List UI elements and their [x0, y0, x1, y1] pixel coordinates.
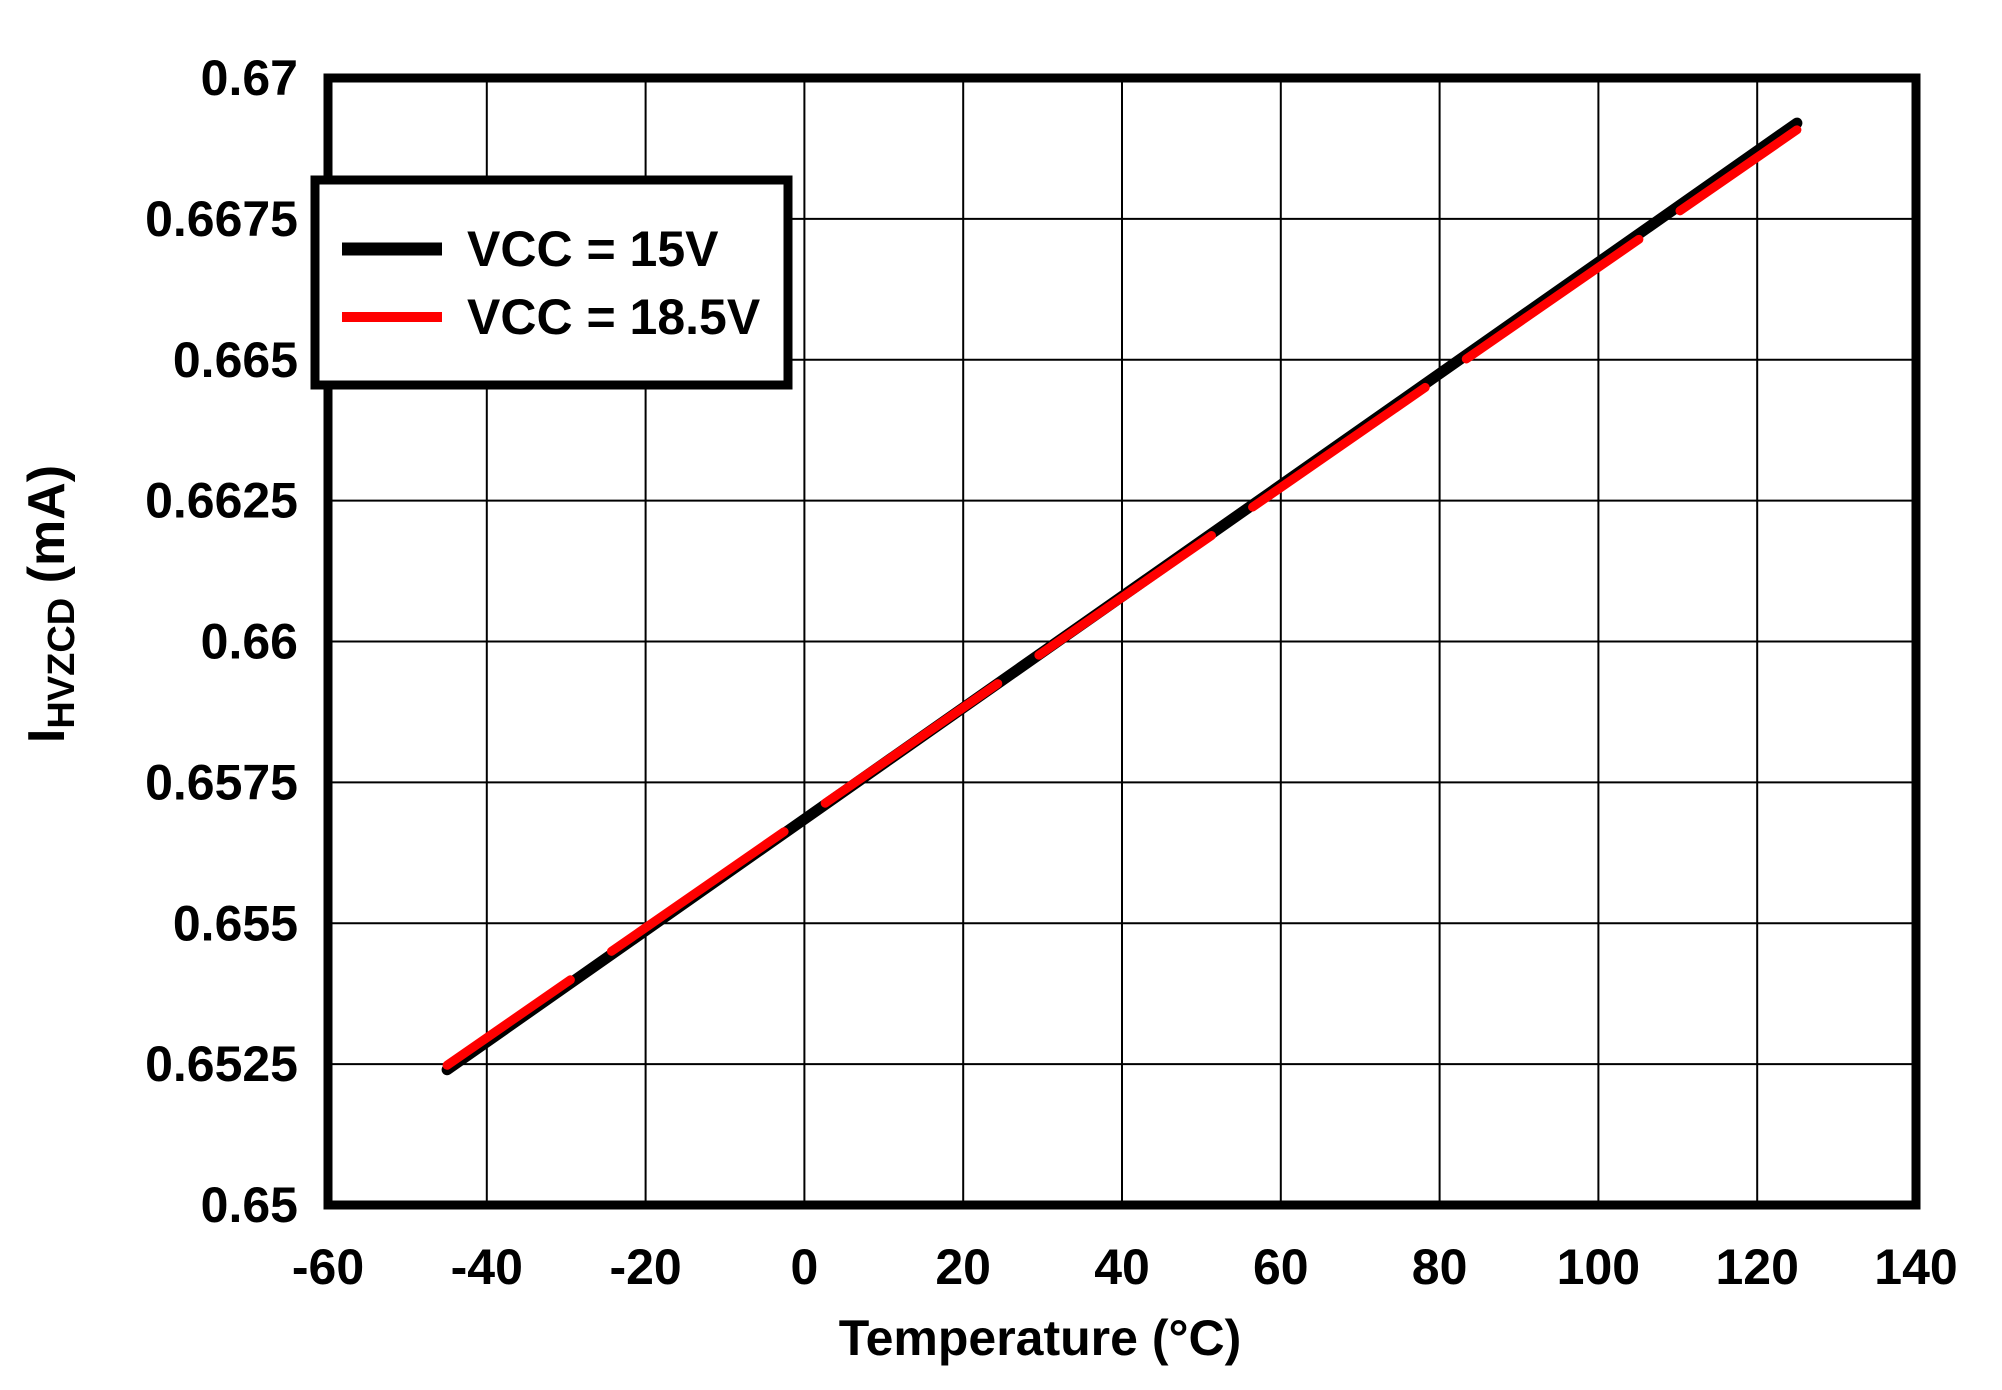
y-tick-label: 0.6625 [145, 473, 298, 529]
x-tick-label: 20 [935, 1239, 991, 1295]
y-tick-label: 0.66 [201, 614, 298, 670]
legend-entry-vcc-18-5v: VCC = 18.5V [342, 289, 761, 345]
x-tick-label: 100 [1557, 1239, 1640, 1295]
y-tick-label: 0.6675 [145, 191, 298, 247]
x-axis-title: Temperature (°C) [839, 1310, 1241, 1366]
legend-label-vcc-15v: VCC = 15V [467, 221, 719, 277]
legend: VCC = 15V VCC = 18.5V [310, 175, 793, 390]
x-tick-label: 140 [1874, 1239, 1957, 1295]
legend-box [310, 175, 793, 390]
x-tick-label: 40 [1094, 1239, 1150, 1295]
y-tick-label: 0.6525 [145, 1036, 298, 1092]
x-tick-label: 0 [790, 1239, 818, 1295]
plot-border [323, 73, 1921, 1210]
y-tick-label: 0.65 [201, 1177, 298, 1233]
series-line-vcc-18-5v [442, 125, 1802, 1070]
y-tick-label: 0.665 [173, 332, 298, 388]
x-tick-label: 80 [1412, 1239, 1468, 1295]
x-tick-label: -40 [451, 1239, 523, 1295]
y-tick-label: 0.655 [173, 895, 298, 951]
x-tick-label: -20 [609, 1239, 681, 1295]
x-tick-label: -60 [292, 1239, 364, 1295]
legend-label-vcc-18-5v: VCC = 18.5V [467, 289, 761, 345]
legend-entry-vcc-15v: VCC = 15V [342, 221, 719, 277]
y-tick-label: 0.67 [201, 50, 298, 106]
gridlines [328, 78, 1916, 1205]
x-tick-label: 60 [1253, 1239, 1309, 1295]
x-tick-label: 120 [1715, 1239, 1798, 1295]
x-tick-labels: -60 -40 -20 0 20 40 60 80 100 120 140 [292, 1239, 1958, 1295]
y-tick-labels: 0.65 0.6525 0.655 0.6575 0.66 0.6625 0.665 0.66… [145, 50, 298, 1233]
series-lines [441, 117, 1803, 1076]
y-tick-label: 0.6575 [145, 754, 298, 810]
y-axis-title: IHVZCD (mA) [18, 465, 83, 743]
